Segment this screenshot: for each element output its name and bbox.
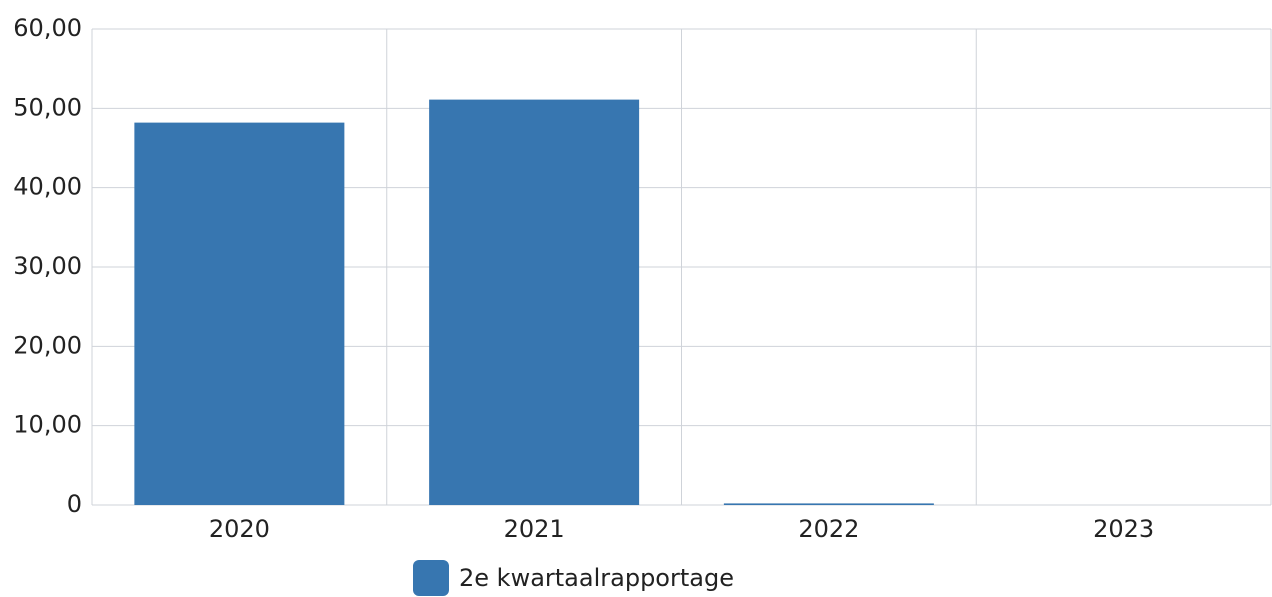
y-tick-label: 50,00: [13, 93, 82, 121]
x-tick-label: 2020: [209, 515, 270, 543]
x-tick-label: 2022: [798, 515, 859, 543]
bar: [134, 122, 345, 505]
bar: [429, 99, 640, 506]
x-tick-label: 2023: [1093, 515, 1154, 543]
y-tick-label: 30,00: [13, 252, 82, 280]
y-tick-label: 60,00: [13, 14, 82, 42]
legend-label: 2e kwartaalrapportage: [459, 564, 734, 592]
y-tick-label: 40,00: [13, 173, 82, 201]
y-tick-label: 20,00: [13, 331, 82, 359]
bar: [723, 503, 934, 505]
legend-swatch: [413, 560, 449, 596]
x-tick-label: 2021: [504, 515, 565, 543]
y-tick-label: 0: [67, 490, 82, 518]
y-tick-label: 10,00: [13, 411, 82, 439]
